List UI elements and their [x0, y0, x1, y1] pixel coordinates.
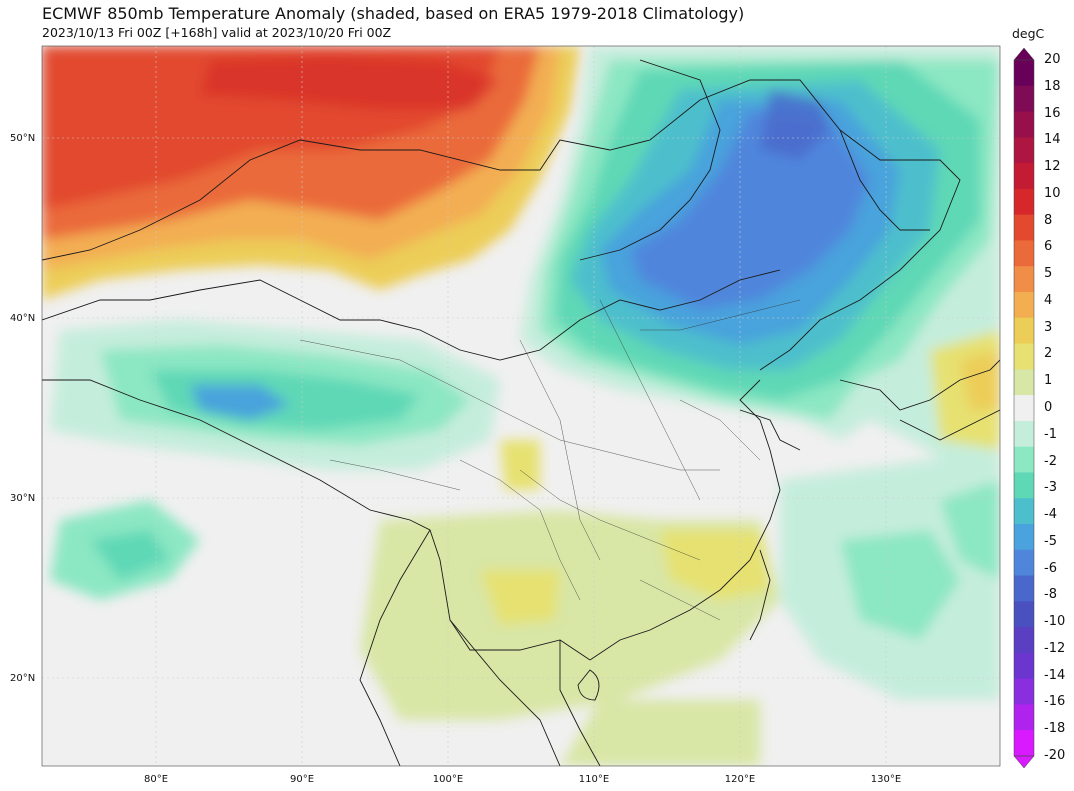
colorbar-tick-label: -10 [1044, 614, 1066, 630]
map-subtitle: 2023/10/13 Fri 00Z [+168h] valid at 2023… [42, 25, 392, 40]
longitude-label: 130°E [870, 774, 902, 785]
colorbar-swatch [1014, 317, 1034, 345]
colorbar-swatch [1014, 730, 1034, 757]
longitude-label: 120°E [724, 774, 756, 785]
latitude-label: 30°N [10, 493, 36, 504]
colorbar-swatch [1014, 524, 1034, 551]
latitude-label: 40°N [10, 313, 36, 324]
colorbar-tick-label: 16 [1044, 105, 1061, 121]
country-borders [42, 59, 1000, 766]
colorbar-swatch [1014, 549, 1034, 577]
colorbar-swatch [1014, 678, 1034, 705]
colorbar-swatch [1014, 240, 1034, 267]
colorbar-tick-label: -2 [1044, 453, 1057, 469]
colorbar-tick-label: 5 [1044, 266, 1053, 282]
colorbar-tick-label: -16 [1044, 694, 1066, 710]
colorbar-tick-label: -20 [1044, 748, 1066, 763]
colorbar-swatch [1014, 498, 1034, 525]
colorbar-swatch [1014, 420, 1034, 448]
colorbar-swatch [1014, 652, 1034, 680]
colorbar-tick-label: 8 [1044, 212, 1053, 228]
colorbar-tick-label: -5 [1044, 533, 1057, 549]
colorbar-tick-label: 10 [1044, 185, 1061, 201]
colorbar-swatch [1014, 343, 1034, 370]
province-borders [299, 299, 801, 621]
colorbar-tick-label: -8 [1044, 587, 1057, 603]
colorbar-tick-label: 18 [1044, 78, 1061, 94]
colorbar-swatch [1014, 188, 1034, 216]
latitude-label: 20°N [10, 673, 36, 684]
colorbar-tick-label: 14 [1044, 132, 1061, 148]
colorbar-swatch [1014, 601, 1034, 628]
longitude-label: 80°E [143, 774, 169, 785]
colorbar-tick-label: 20 [1044, 52, 1061, 67]
longitude-label: 90°E [289, 774, 315, 785]
colorbar-swatch [1014, 137, 1034, 164]
colorbar-tick-label: -6 [1044, 560, 1057, 576]
colorbar-swatch [1014, 395, 1034, 422]
colorbar-tick-label: 6 [1044, 239, 1053, 255]
colorbar-swatch [1014, 627, 1034, 654]
colorbar-tick-label: -3 [1044, 480, 1057, 496]
colorbar-tick-label: 3 [1044, 319, 1053, 335]
colorbar-swatch [1014, 704, 1034, 731]
colorbar-tick-label: -14 [1044, 667, 1066, 683]
colorbar-unit: degC [1012, 26, 1045, 41]
map-gridlines [42, 46, 1000, 766]
colorbar-swatch [1014, 266, 1034, 293]
colorbar-tick-label: 2 [1044, 346, 1053, 362]
colorbar-swatch [1014, 472, 1034, 499]
colorbar-tick-label: -1 [1044, 426, 1057, 442]
colorbar-tick-label: 4 [1044, 292, 1053, 308]
longitude-label: 100°E [432, 774, 464, 785]
colorbar-tick-label: -18 [1044, 721, 1066, 737]
colorbar-swatch [1014, 111, 1034, 138]
colorbar-tick-label: 12 [1044, 159, 1061, 175]
anomaly-field [42, 46, 1000, 766]
colorbar-swatch [1014, 85, 1034, 113]
colorbar-swatch [1014, 446, 1034, 473]
latitude-label: 50°N [10, 133, 36, 144]
colorbar-tick-label: 0 [1044, 400, 1053, 415]
colorbar [1013, 47, 1035, 769]
map-title: ECMWF 850mb Temperature Anomaly (shaded,… [42, 4, 745, 23]
colorbar-swatch [1014, 214, 1034, 241]
colorbar-swatch [1014, 60, 1034, 87]
colorbar-tick-label: 1 [1044, 373, 1053, 389]
colorbar-swatch [1014, 163, 1034, 190]
colorbar-tick-label: -12 [1044, 640, 1066, 656]
colorbar-cap-bottom [1013, 755, 1035, 769]
colorbar-swatch [1014, 575, 1034, 602]
colorbar-swatch [1014, 292, 1034, 319]
colorbar-swatch [1014, 369, 1034, 396]
colorbar-tick-label: -4 [1044, 507, 1057, 523]
longitude-label: 110°E [578, 774, 610, 785]
colorbar-cap-top [1013, 47, 1035, 61]
